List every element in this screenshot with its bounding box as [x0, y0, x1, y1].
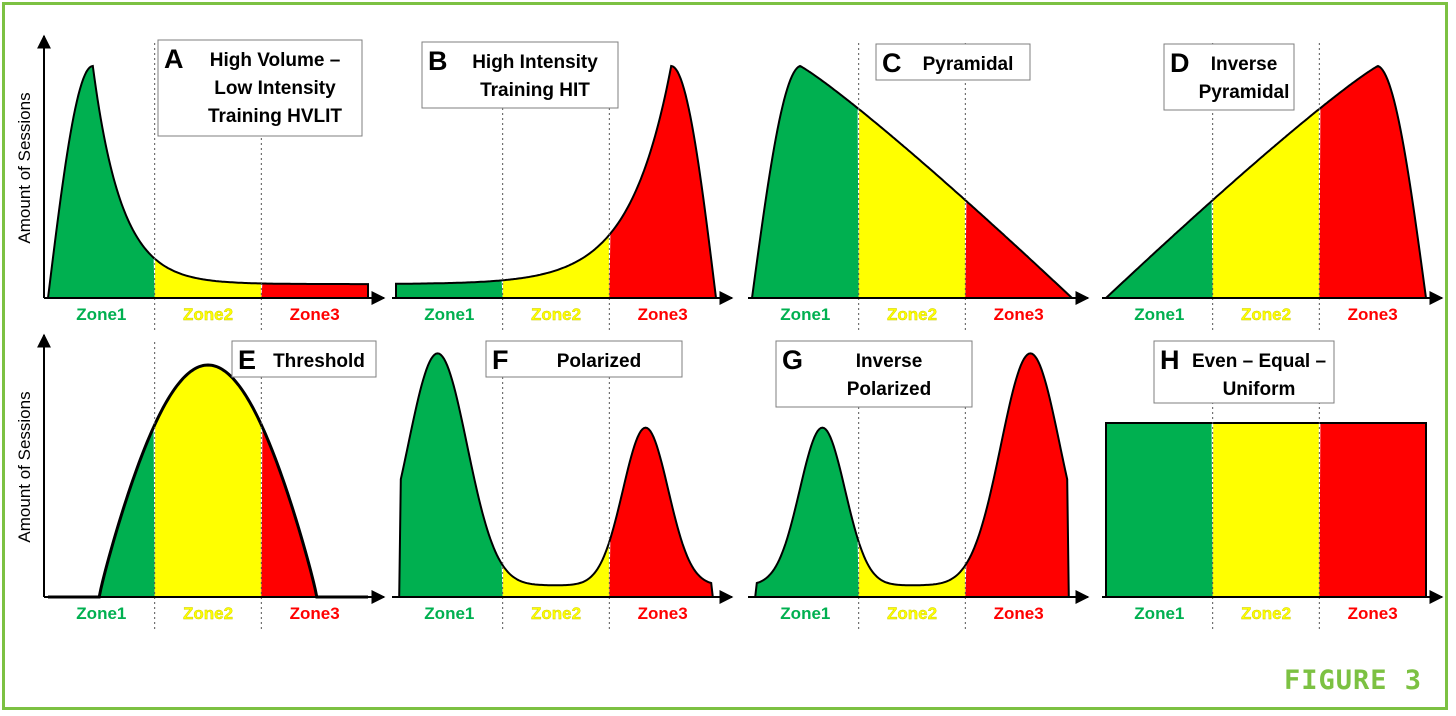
- zone2-label: Zone2: [1241, 604, 1291, 623]
- panel-title-line: Inverse: [856, 351, 923, 372]
- distribution-curve: [752, 352, 1072, 598]
- y-axis-label: Amount of Sessions: [15, 92, 34, 243]
- zone1-label: Zone1: [424, 305, 474, 324]
- zone3-label: Zone3: [1348, 604, 1398, 623]
- panel-letter: E: [238, 345, 256, 375]
- zone1-label: Zone1: [76, 305, 126, 324]
- panel-title-line: Even – Equal –: [1192, 351, 1326, 372]
- distribution-curve: [395, 64, 717, 299]
- zone2-area: [154, 259, 262, 298]
- zone2-area: [858, 543, 966, 597]
- zone2-label: Zone2: [531, 604, 581, 623]
- panel-c: Zone1 Zone2 Zone3 C Pyramidal: [748, 43, 1090, 333]
- panel-letter: A: [164, 44, 184, 74]
- zone1-label: Zone1: [780, 604, 830, 623]
- zone3-area: [609, 66, 716, 298]
- zone1-label: Zone1: [424, 604, 474, 623]
- zone2-label: Zone2: [531, 305, 581, 324]
- zone3-label: Zone3: [290, 604, 340, 623]
- panel-letter: D: [1170, 48, 1190, 78]
- zone2-area: [502, 235, 610, 298]
- distribution-curve: [1105, 64, 1427, 299]
- zone1-area: [48, 66, 155, 298]
- panel-title-line: Threshold: [273, 351, 365, 372]
- zone3-area: [609, 427, 716, 597]
- figure-label: FIGURE 3: [1283, 665, 1422, 696]
- zone2-label: Zone2: [1241, 305, 1291, 324]
- zone1-area: [752, 427, 859, 597]
- distribution-curve: [48, 363, 368, 599]
- panel-title-line: Polarized: [557, 351, 641, 372]
- panel-title-box: [1163, 43, 1295, 111]
- panel-letter: H: [1160, 345, 1180, 375]
- panel-title-box: [1153, 340, 1335, 404]
- zone2-area: [1212, 423, 1320, 597]
- panel-e: Amount of Sessions Zone1 Zone2 Zone3 E Thresh…: [15, 333, 386, 632]
- zone2-area: [858, 109, 966, 299]
- panel-f: Zone1 Zone2 Zone3 F Polarized: [392, 340, 734, 632]
- distribution-curve: [1105, 422, 1427, 597]
- zone1-label: Zone1: [76, 604, 126, 623]
- zone1-label: Zone1: [1134, 305, 1184, 324]
- zone3-area: [261, 283, 368, 298]
- zone2-area: [1212, 109, 1320, 299]
- zone3-label: Zone3: [290, 305, 340, 324]
- zone2-area: [154, 365, 262, 597]
- zone3-label: Zone3: [994, 604, 1044, 623]
- panel-title-line: High Volume –: [210, 50, 341, 71]
- panel-letter: C: [882, 48, 902, 78]
- panel-title-box: [485, 340, 683, 378]
- panel-title-line: Training HVLIT: [208, 106, 342, 127]
- panel-h: Zone1 Zone2 Zone3 H Even – Equal – Uniform: [1102, 340, 1444, 632]
- panel-title-box: [157, 39, 363, 137]
- zone2-label: Zone2: [183, 305, 233, 324]
- panel-title-line: Pyramidal: [923, 54, 1014, 75]
- panel-a: Amount of Sessions Zone1 Zone2 Zone3 A High V…: [15, 34, 386, 333]
- zone1-area: [48, 427, 155, 597]
- panel-g: Zone1 Zone2 Zone3 G Inverse Polarized: [748, 340, 1090, 632]
- panel-b: Zone1 Zone2 Zone3 B High Intensity Training H…: [392, 41, 734, 333]
- zone2-area: [502, 543, 610, 597]
- zone2-label: Zone2: [887, 604, 937, 623]
- zone3-label: Zone3: [1348, 305, 1398, 324]
- panel-title-line: Polarized: [847, 379, 931, 400]
- zone2-label: Zone2: [887, 305, 937, 324]
- panel-title-box: [875, 43, 1031, 81]
- panel-d: Zone1 Zone2 Zone3 D Inverse Pyramidal: [1102, 43, 1444, 333]
- zone3-label: Zone3: [638, 305, 688, 324]
- zone1-label: Zone1: [1134, 604, 1184, 623]
- zone3-area: [261, 427, 368, 597]
- zone3-label: Zone3: [994, 305, 1044, 324]
- panel-letter: F: [492, 345, 509, 375]
- zone1-area: [396, 280, 503, 298]
- panel-letter: B: [428, 46, 448, 76]
- zone1-area: [396, 353, 503, 597]
- panel-title-line: High Intensity: [472, 52, 598, 73]
- panel-title-box: [231, 340, 377, 378]
- distribution-curve: [47, 64, 369, 299]
- zone3-area: [965, 353, 1072, 597]
- distribution-curve: [751, 64, 1073, 299]
- panel-title-box: [775, 340, 973, 408]
- zone2-label: Zone2: [183, 604, 233, 623]
- panel-title-box: [421, 41, 619, 109]
- distribution-curve: [396, 352, 716, 598]
- panel-title-line: Inverse: [1211, 54, 1278, 75]
- zone3-area: [1319, 423, 1426, 597]
- zone3-label: Zone3: [638, 604, 688, 623]
- panel-title-line: Uniform: [1223, 379, 1296, 400]
- zone1-label: Zone1: [780, 305, 830, 324]
- panel-letter: G: [782, 345, 803, 375]
- panel-title-line: Pyramidal: [1199, 82, 1290, 103]
- panel-title-line: Low Intensity: [214, 78, 336, 99]
- y-axis-label: Amount of Sessions: [15, 391, 34, 542]
- panel-title-line: Training HIT: [480, 80, 590, 101]
- zone1-area: [1106, 423, 1213, 597]
